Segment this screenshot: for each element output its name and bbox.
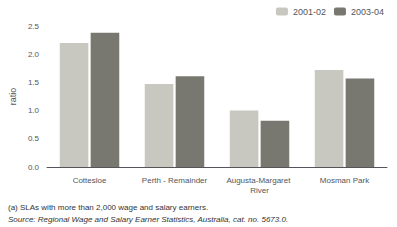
svg-text:Perth - Remainder: Perth - Remainder [142, 176, 208, 185]
svg-text:2003-04: 2003-04 [351, 7, 384, 17]
svg-text:River: River [250, 186, 269, 195]
svg-text:(a) SLAs with more than 2,000: (a) SLAs with more than 2,000 wage and s… [8, 203, 208, 212]
svg-text:Source: Regional Wage and Sala: Source: Regional Wage and Salary Earner … [8, 215, 288, 224]
svg-text:Cottesloe: Cottesloe [73, 176, 107, 185]
svg-text:ratio: ratio [8, 88, 18, 106]
svg-text:0.0: 0.0 [28, 163, 40, 172]
svg-text:Augusta-Margaret: Augusta-Margaret [226, 176, 292, 185]
svg-text:Mosman Park: Mosman Park [320, 176, 370, 185]
svg-text:0.5: 0.5 [28, 134, 40, 143]
svg-text:1.0: 1.0 [28, 106, 40, 115]
svg-text:2.0: 2.0 [28, 50, 40, 59]
svg-text:2.5: 2.5 [28, 22, 40, 31]
svg-text:2001-02: 2001-02 [293, 7, 326, 17]
svg-text:1.5: 1.5 [28, 78, 40, 87]
